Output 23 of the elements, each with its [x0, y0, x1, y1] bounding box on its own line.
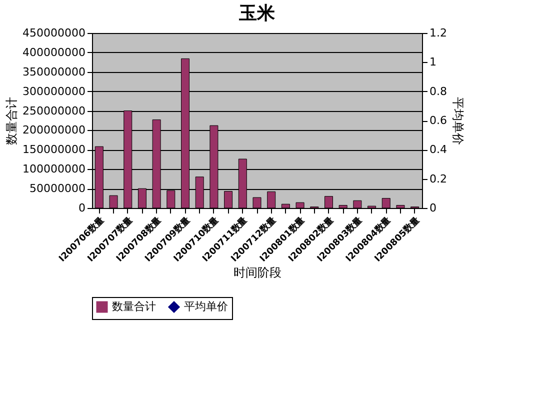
- chart-title: 玉米: [238, 3, 276, 24]
- y-tick-label: 300000000: [22, 84, 86, 98]
- y-axis-title: 数量合计: [4, 97, 19, 145]
- y2-tick-label: 0.6: [430, 114, 447, 127]
- y-tick-label: 350000000: [22, 65, 86, 78]
- y-tick-label: 250000000: [22, 104, 86, 118]
- y-tick-label: 0: [78, 202, 86, 214]
- x-axis-title: 时间阶段: [234, 266, 282, 280]
- y2-tick-label: 0.4: [430, 143, 447, 156]
- y2-tick-label: 0: [430, 202, 436, 214]
- y-tick-label: 450000000: [22, 26, 86, 40]
- y2-tick-label: 0.8: [430, 84, 447, 98]
- y2-tick-label: 1: [430, 56, 436, 69]
- y2-axis-title: 平均单价: [450, 97, 465, 145]
- legend-label: 平均单价: [184, 300, 228, 313]
- y-tick-label: 200000000: [22, 124, 86, 137]
- y-tick-label: 400000000: [22, 46, 86, 59]
- y-tick-label: 100000000: [22, 162, 86, 176]
- legend-label: 数量合计: [112, 300, 156, 313]
- y2-tick-label: 1.2: [430, 26, 447, 40]
- y2-tick-label: 0.2: [430, 172, 447, 186]
- y-tick-label: 150000000: [22, 143, 86, 156]
- y-tick-label: 50000000: [30, 182, 86, 196]
